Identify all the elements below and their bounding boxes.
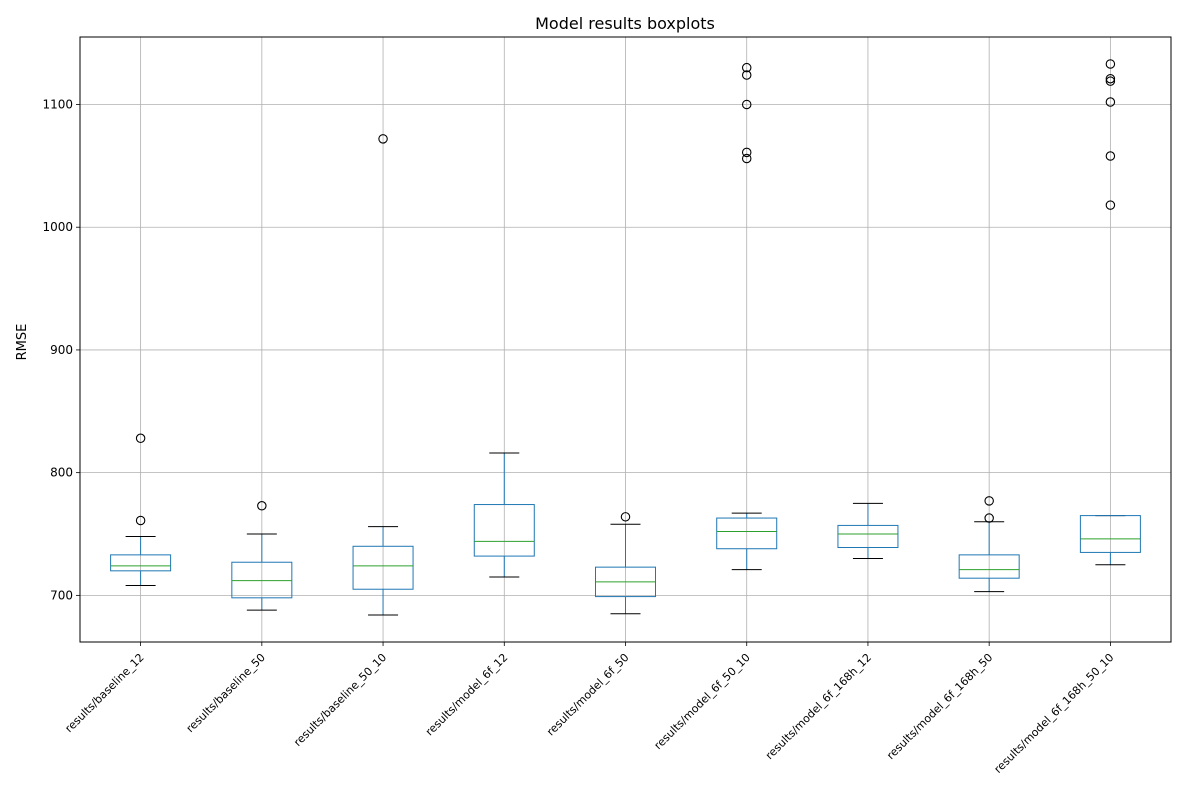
outlier-point xyxy=(1105,151,1116,161)
box-series xyxy=(110,59,1141,616)
iqr-box xyxy=(110,554,172,572)
iqr-box xyxy=(1079,515,1141,553)
outlier-point xyxy=(984,496,994,506)
outlier-point xyxy=(741,99,752,110)
outlier-point xyxy=(741,62,752,73)
outlier-point xyxy=(257,501,267,511)
outlier-point xyxy=(1105,200,1116,210)
iqr-box xyxy=(473,504,535,557)
y-tick-label: 1100 xyxy=(42,97,73,111)
box-group xyxy=(595,512,656,615)
outlier-point xyxy=(1105,76,1116,86)
outlier-point xyxy=(741,70,752,80)
outlier-point xyxy=(741,153,752,164)
box-group xyxy=(1079,59,1141,566)
iqr-box xyxy=(352,545,414,590)
outlier-point xyxy=(135,433,146,444)
outlier-point xyxy=(378,134,388,144)
box-group xyxy=(958,496,1020,593)
outlier-point xyxy=(1105,97,1116,107)
box-group xyxy=(352,134,414,616)
y-tick-label: 1000 xyxy=(42,220,73,234)
box-group xyxy=(231,501,293,611)
iqr-box xyxy=(231,561,293,599)
plot-frame xyxy=(79,36,1172,643)
outlier-point xyxy=(620,512,631,522)
y-tick-label: 800 xyxy=(50,466,73,480)
chart-title: Model results boxplots xyxy=(535,14,715,33)
box-group xyxy=(110,433,172,587)
y-axis-label: RMSE xyxy=(15,324,30,361)
box-group xyxy=(716,62,778,571)
iqr-box xyxy=(716,517,778,550)
y-axis-ticks: 700 800 900 1000 1100 xyxy=(42,97,80,602)
y-tick-label: 700 xyxy=(50,588,73,602)
box-group xyxy=(473,452,535,578)
y-tick-label: 900 xyxy=(50,343,73,357)
outlier-point xyxy=(1105,59,1116,69)
outlier-point xyxy=(741,147,752,158)
iqr-box xyxy=(837,524,899,549)
outlier-point xyxy=(1105,73,1116,84)
outlier-point xyxy=(984,513,994,523)
outlier-point xyxy=(135,515,146,526)
box-group xyxy=(837,502,899,560)
iqr-box xyxy=(958,554,1020,579)
